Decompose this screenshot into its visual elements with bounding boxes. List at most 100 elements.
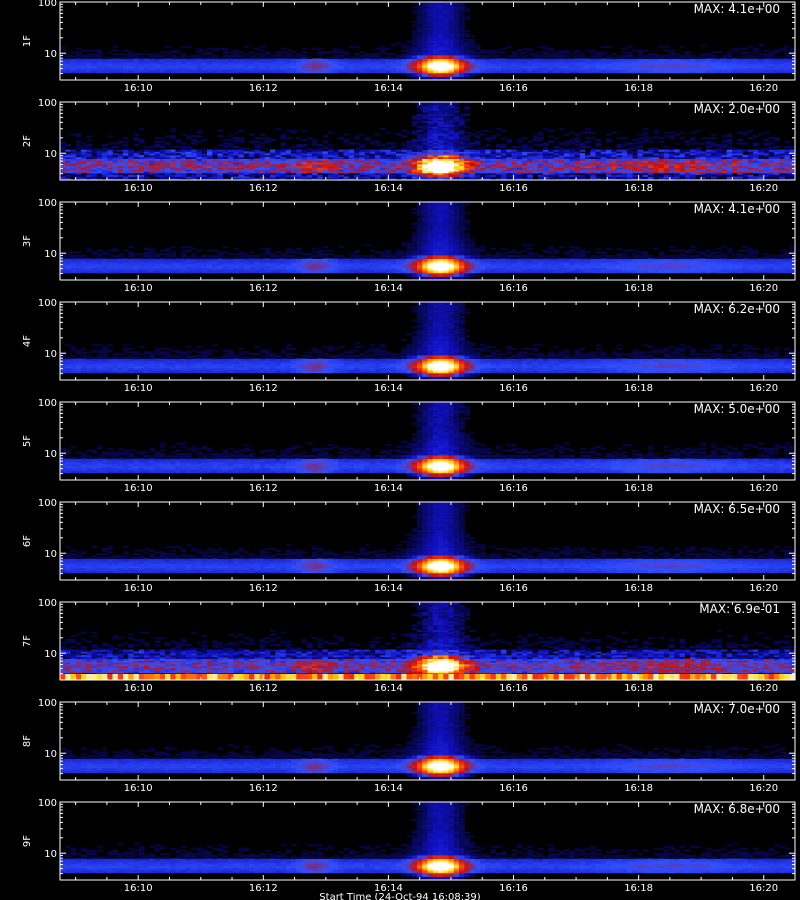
x-tick-label: 16:20 (749, 483, 778, 494)
panel-3f: 16:10 16:12 16:14 16:16 16:18 16:20 10 100 3F MAX… (22, 198, 796, 294)
x-tick-label: 16:16 (499, 883, 528, 894)
x-tick-label: 16:14 (374, 183, 403, 194)
x-tick-label: 16:12 (249, 383, 278, 394)
panel-1f: 16:10 16:12 16:14 16:16 16:18 16:20 10 100 1F MAX… (22, 0, 796, 94)
x-tick-label: 16:14 (374, 883, 403, 894)
x-axis-ticks (75, 402, 796, 480)
max-annotation: MAX: 4.1e+00 (694, 202, 780, 216)
x-axis-ticks (75, 102, 796, 180)
max-annotation: MAX: 6.2e+00 (694, 302, 780, 316)
x-tick-label: 16:14 (374, 283, 403, 294)
x-tick-label: 16:10 (124, 883, 153, 894)
y-tick-label: 10 (44, 249, 57, 260)
x-tick-label: 16:20 (749, 183, 778, 194)
y-tick-label: 100 (38, 98, 57, 109)
y-axis-ticks (60, 501, 795, 581)
x-tick-label: 16:12 (249, 783, 278, 794)
panel-label: 9F (22, 835, 33, 847)
x-tick-label: 16:18 (624, 583, 653, 594)
x-tick-label: 16:14 (374, 683, 403, 694)
x-tick-label: 16:20 (749, 283, 778, 294)
y-axis-ticks (60, 701, 795, 781)
y-axis-ticks (60, 1, 795, 81)
panel-4f: 16:10 16:12 16:14 16:16 16:18 16:20 10 100 4F MAX… (22, 298, 796, 394)
y-tick-label: 100 (38, 798, 57, 809)
x-tick-label: 16:16 (499, 683, 528, 694)
spectrogram-cells (60, 102, 796, 181)
x-tick-label: 16:12 (249, 283, 278, 294)
x-tick-label: 16:12 (249, 583, 278, 594)
x-tick-label: 16:12 (249, 483, 278, 494)
x-tick-label: 16:10 (124, 183, 153, 194)
x-tick-label: 16:16 (499, 383, 528, 394)
x-tick-label: 16:10 (124, 583, 153, 594)
x-tick-label: 16:16 (499, 483, 528, 494)
x-axis-ticks (75, 602, 796, 680)
max-annotation: MAX: 6.9e-01 (699, 602, 780, 616)
panel-7f: 16:10 16:12 16:14 16:16 16:18 16:20 10 100 7F MAX… (22, 598, 796, 694)
panel-9f: 16:10 16:12 16:14 16:16 16:18 16:20 10 100 9F MAX… (22, 798, 796, 894)
max-annotation: MAX: 2.0e+00 (694, 102, 780, 116)
x-tick-label: 16:12 (249, 683, 278, 694)
x-tick-label: 16:20 (749, 783, 778, 794)
panel-label: 3F (22, 235, 33, 247)
spectrogram-cells (60, 2, 796, 81)
y-tick-label: 10 (44, 849, 57, 860)
x-tick-label: 16:18 (624, 83, 653, 94)
plot-frame (59, 201, 796, 281)
y-axis-ticks (60, 101, 795, 181)
panel-6f: 16:10 16:12 16:14 16:16 16:18 16:20 10 100 6F MAX… (22, 498, 796, 594)
y-tick-label: 100 (38, 498, 57, 509)
y-tick-label: 10 (44, 749, 57, 760)
x-tick-label: 16:20 (749, 83, 778, 94)
panel-label: 6F (22, 535, 33, 547)
y-tick-label: 10 (44, 149, 57, 160)
y-tick-label: 10 (44, 49, 57, 60)
y-tick-label: 100 (38, 0, 57, 9)
x-tick-label: 16:12 (249, 83, 278, 94)
x-axis-title: Start Time (24-Oct-94 16:08:39) (0, 893, 800, 900)
x-tick-label: 16:14 (374, 383, 403, 394)
x-tick-label: 16:14 (374, 783, 403, 794)
x-tick-label: 16:10 (124, 483, 153, 494)
panel-label: 7F (22, 635, 33, 647)
x-tick-label: 16:16 (499, 83, 528, 94)
max-annotation: MAX: 7.0e+00 (694, 702, 780, 716)
plot-frame (59, 701, 796, 781)
x-tick-label: 16:20 (749, 383, 778, 394)
x-tick-label: 16:18 (624, 383, 653, 394)
plot-frame (59, 401, 796, 481)
max-annotation: MAX: 4.1e+00 (694, 2, 780, 16)
panel-2f: 16:10 16:12 16:14 16:16 16:18 16:20 10 100 2F MAX… (22, 98, 796, 194)
panel-label: 1F (22, 35, 33, 47)
x-tick-label: 16:18 (624, 683, 653, 694)
x-tick-label: 16:20 (749, 883, 778, 894)
spectrogram-cells (60, 402, 796, 481)
x-tick-label: 16:12 (249, 883, 278, 894)
x-axis-ticks (75, 302, 796, 380)
spectrogram-cells (60, 202, 796, 281)
x-tick-label: 16:14 (374, 83, 403, 94)
max-annotation: MAX: 5.0e+00 (694, 402, 780, 416)
plot-frame (59, 501, 796, 581)
y-tick-label: 10 (44, 349, 57, 360)
spectrogram-cells (60, 302, 796, 381)
spectrogram-cells (60, 802, 796, 881)
y-axis-ticks (60, 601, 795, 681)
x-tick-label: 16:18 (624, 283, 653, 294)
y-axis-ticks (60, 301, 795, 381)
plot-frame (59, 801, 796, 881)
spectrogram-cells (60, 502, 796, 581)
panel-5f: 16:10 16:12 16:14 16:16 16:18 16:20 10 100 5F MAX… (22, 398, 796, 494)
panel-label: 8F (22, 735, 33, 747)
x-tick-label: 16:20 (749, 683, 778, 694)
plot-frame (59, 601, 796, 681)
x-tick-label: 16:16 (499, 583, 528, 594)
y-tick-label: 100 (38, 598, 57, 609)
x-tick-label: 16:10 (124, 383, 153, 394)
x-tick-label: 16:16 (499, 183, 528, 194)
panel-label: 5F (22, 435, 33, 447)
plot-frame (59, 1, 796, 81)
x-tick-label: 16:18 (624, 483, 653, 494)
